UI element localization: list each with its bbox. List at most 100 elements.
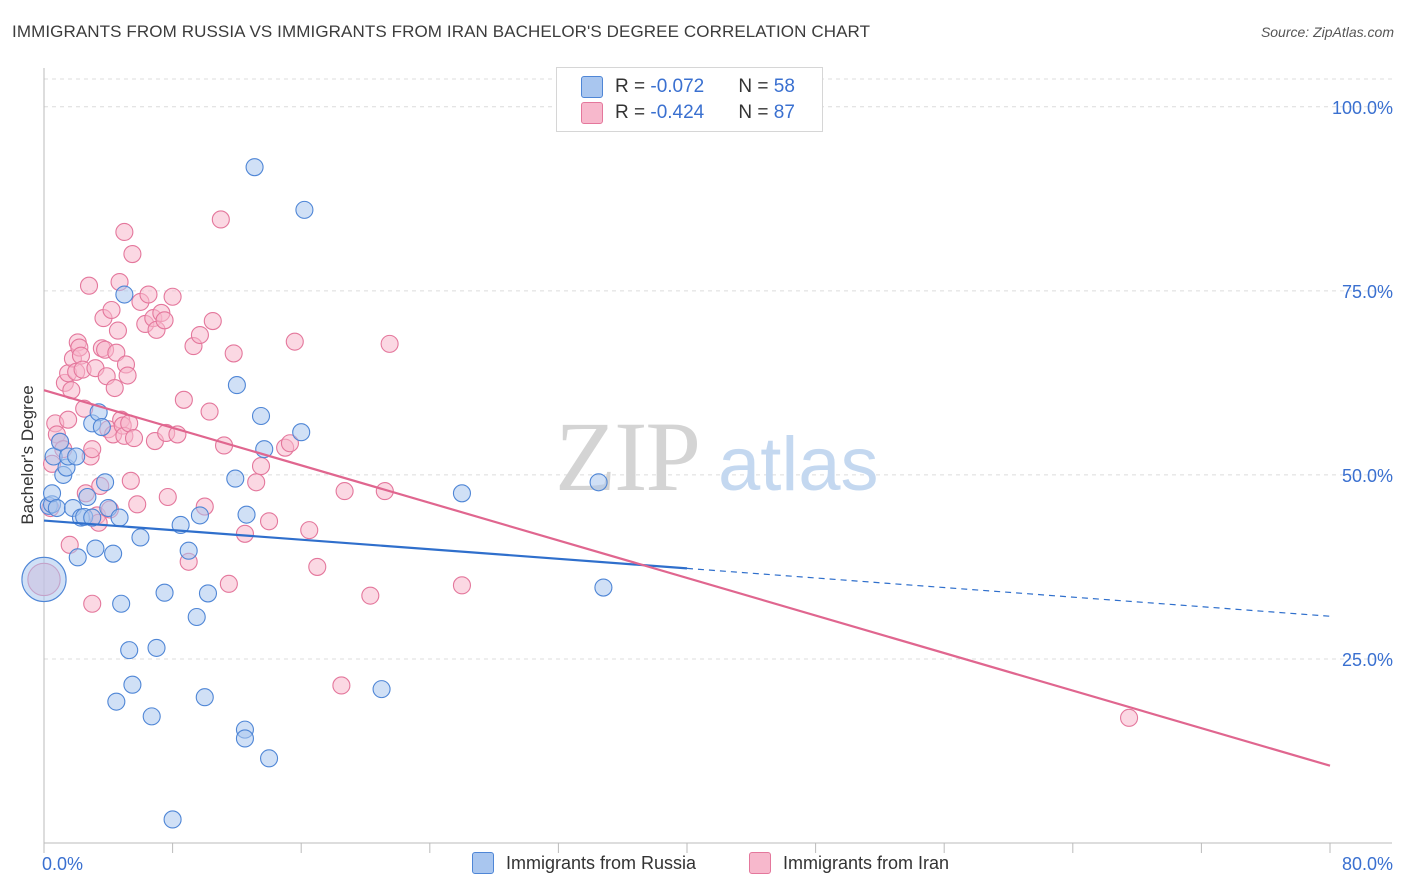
russia-point-52 <box>372 680 391 699</box>
russia-point-28 <box>120 641 139 660</box>
russia-point-47 <box>251 406 271 426</box>
iran-point-75 <box>247 473 266 492</box>
russia-r-value: -0.072 <box>650 76 705 97</box>
iran-point-72 <box>219 574 238 593</box>
russia-point-49 <box>259 749 279 768</box>
russia-point-27 <box>115 285 134 304</box>
iran-point-22 <box>83 440 102 459</box>
russia-point-34 <box>163 810 182 829</box>
russia-point-41 <box>226 469 245 488</box>
russia-point-42 <box>227 376 246 395</box>
y-axis-label: Bachelor's Degree <box>18 385 37 524</box>
russia-point-6 <box>51 432 70 451</box>
iran-point-74 <box>235 524 254 543</box>
iran-swatch <box>581 102 603 124</box>
iran-trend-line <box>43 389 1331 767</box>
chart-title: IMMIGRANTS FROM RUSSIA VS IMMIGRANTS FRO… <box>12 22 871 41</box>
russia-point-40 <box>198 584 218 603</box>
iran-point-80 <box>285 332 304 351</box>
iran-point-63 <box>174 390 193 409</box>
iran-n-label: N = <box>738 102 774 123</box>
russia-point-12 <box>68 548 87 567</box>
russia-trend-line <box>43 519 688 570</box>
legend-item-russia[interactable]: Immigrants from Russia <box>472 852 696 874</box>
russia-swatch <box>581 76 603 98</box>
iran-r-value: -0.424 <box>650 102 705 123</box>
iran-point-23 <box>83 594 102 613</box>
russia-point-36 <box>179 541 198 560</box>
iran-point-76 <box>251 457 271 476</box>
tick-label-layer: 25.0% 50.0% 75.0% 100.0% 0.0% 80.0% <box>42 98 1393 874</box>
iran-point-43 <box>115 222 134 242</box>
russia-point-32 <box>147 638 166 657</box>
y-tick-label-25: 25.0% <box>1342 650 1393 670</box>
iran-point-36 <box>105 378 124 398</box>
russia-point-15 <box>78 487 97 507</box>
legend-row-iran: R = -0.424 N = 87 <box>581 101 795 125</box>
russia-point-31 <box>142 707 161 726</box>
russia-r-label: R = <box>615 76 651 97</box>
iran-point-73 <box>224 344 243 363</box>
russia-point-21 <box>96 473 115 492</box>
russia-point-0 <box>21 556 67 603</box>
iran-n-value: 87 <box>773 102 795 123</box>
series-legend: Immigrants from Russia Immigrants from I… <box>0 852 1406 878</box>
iran-legend-label: Immigrants from Iran <box>783 852 950 873</box>
correlation-legend: R = -0.072 N = 58 R = -0.424 N = 87 <box>556 67 823 132</box>
watermark: ZIP atlas <box>555 401 879 512</box>
legend-row-russia: R = -0.072 N = 58 <box>581 75 795 99</box>
iran-point-68 <box>200 402 219 421</box>
iran-point-84 <box>332 676 351 695</box>
iran-point-20 <box>79 276 99 295</box>
russia-point-23 <box>104 544 123 563</box>
russia-point-46 <box>245 158 264 177</box>
points-layer <box>21 158 1139 829</box>
iran-point-70 <box>211 210 230 229</box>
russia-n-value: 58 <box>773 76 795 97</box>
russia-point-39 <box>195 688 214 707</box>
russia-point-29 <box>123 675 142 694</box>
russia-point-55 <box>594 578 613 597</box>
iran-point-85 <box>361 586 380 605</box>
iran-point-45 <box>118 366 137 385</box>
russia-legend-label: Immigrants from Russia <box>506 852 697 873</box>
russia-n-label: N = <box>738 76 774 97</box>
iran-point-88 <box>452 576 472 595</box>
russia-point-5 <box>47 498 66 518</box>
iran-point-50 <box>128 495 147 514</box>
source-credit: Source: ZipAtlas.com <box>1260 24 1394 40</box>
iran-legend-swatch <box>749 852 771 874</box>
russia-point-35 <box>171 515 190 535</box>
x-tick-label-0: 0.0% <box>42 854 83 874</box>
trend-layer <box>43 389 1331 767</box>
russia-point-26 <box>112 594 131 613</box>
russia-point-45 <box>237 505 256 524</box>
russia-point-20 <box>92 418 111 437</box>
russia-point-37 <box>187 607 206 627</box>
iran-point-58 <box>155 311 174 330</box>
russia-point-53 <box>452 484 472 503</box>
iran-point-47 <box>121 471 140 490</box>
iran-point-66 <box>190 325 209 345</box>
y-tick-label-100: 100.0% <box>1332 98 1393 118</box>
iran-point-48 <box>123 244 142 264</box>
russia-point-44 <box>235 729 254 748</box>
russia-point-30 <box>131 528 150 547</box>
iran-point-61 <box>163 287 182 306</box>
iran-point-38 <box>108 321 127 340</box>
legend-item-iran[interactable]: Immigrants from Iran <box>749 852 949 874</box>
y-tick-label-50: 50.0% <box>1342 466 1393 486</box>
iran-point-81 <box>300 521 319 540</box>
russia-point-50 <box>292 423 311 442</box>
watermark-zip: ZIP <box>555 401 699 512</box>
russia-trend-extension <box>686 567 1331 617</box>
iran-point-49 <box>124 429 144 448</box>
iran-point-77 <box>259 512 279 531</box>
iran-point-53 <box>139 285 158 304</box>
russia-point-33 <box>155 583 174 602</box>
russia-point-24 <box>107 692 126 711</box>
iran-r-label: R = <box>615 102 651 123</box>
iran-point-79 <box>280 434 299 453</box>
russia-point-51 <box>295 200 314 219</box>
iran-point-89 <box>1120 708 1139 727</box>
